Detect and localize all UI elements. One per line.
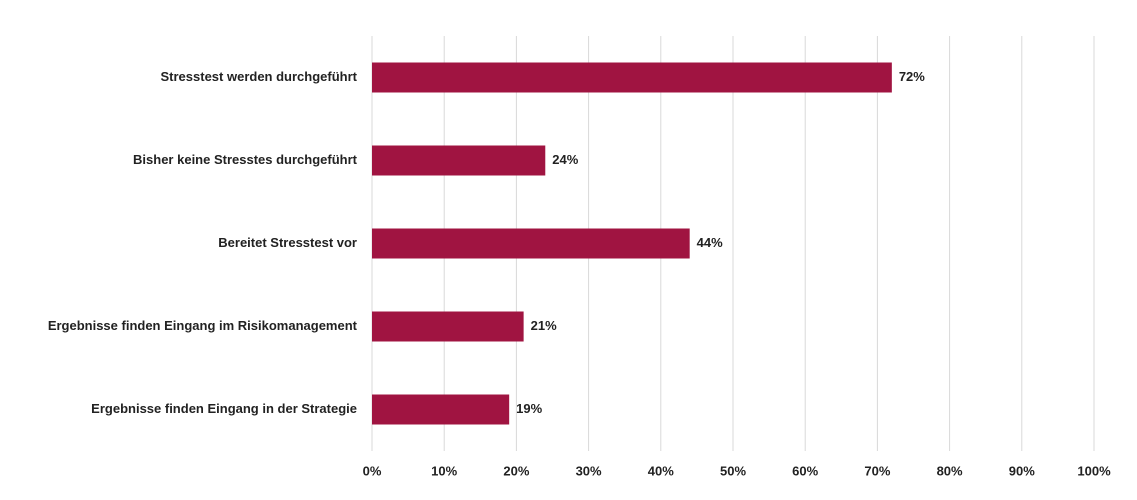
- x-tick-label: 10%: [431, 463, 457, 478]
- y-tick-label: Stresstest werden durchgeführt: [161, 69, 358, 84]
- y-tick-label: Ergebnisse finden Eingang in der Strateg…: [91, 401, 357, 416]
- x-tick-label: 40%: [648, 463, 674, 478]
- bar: [372, 228, 690, 259]
- y-tick-label: Bisher keine Stresstes durchgeführt: [133, 152, 358, 167]
- bar: [372, 311, 524, 342]
- x-tick-label: 0%: [363, 463, 382, 478]
- y-tick-label: Ergebnisse finden Eingang im Risikomanag…: [48, 318, 358, 333]
- bar: [372, 145, 546, 176]
- data-label: 21%: [531, 318, 557, 333]
- x-tick-label: 60%: [792, 463, 818, 478]
- x-tick-label: 20%: [503, 463, 529, 478]
- x-tick-label: 50%: [720, 463, 746, 478]
- x-tick-label: 100%: [1077, 463, 1111, 478]
- x-tick-label: 80%: [937, 463, 963, 478]
- data-label: 72%: [899, 69, 925, 84]
- x-tick-label: 90%: [1009, 463, 1035, 478]
- x-tick-label: 30%: [576, 463, 602, 478]
- bar: [372, 394, 510, 425]
- bar: [372, 62, 892, 93]
- data-label: 19%: [516, 401, 542, 416]
- data-label: 44%: [697, 235, 723, 250]
- data-label: 24%: [552, 152, 578, 167]
- x-tick-label: 70%: [864, 463, 890, 478]
- y-tick-label: Bereitet Stresstest vor: [218, 235, 357, 250]
